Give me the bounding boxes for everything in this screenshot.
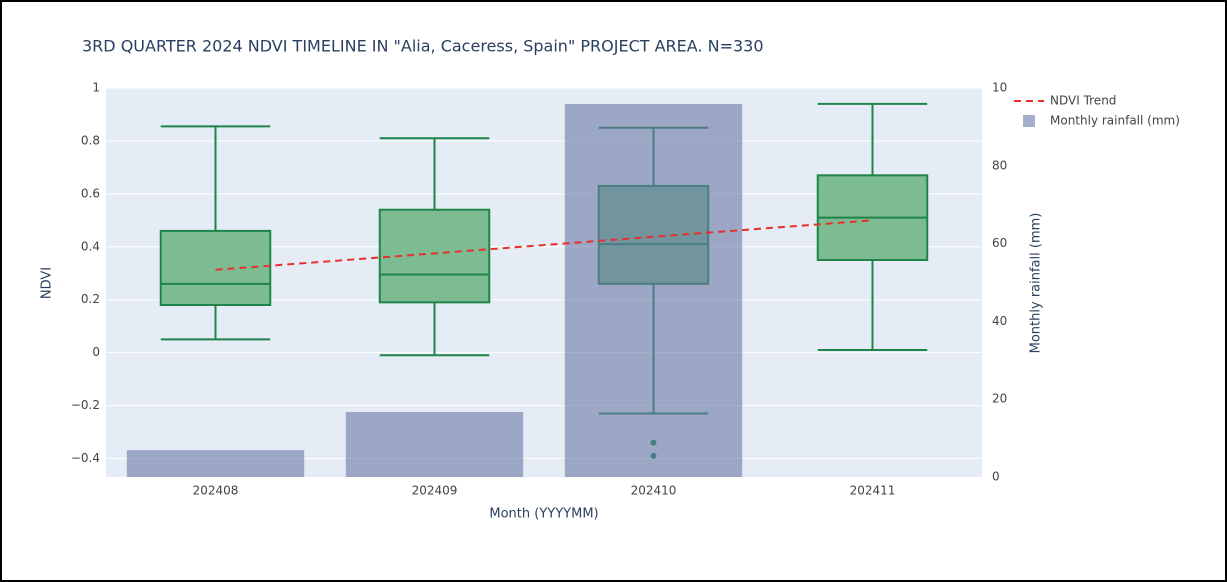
y2-tick-label: 20 xyxy=(992,392,1007,406)
chart-title: 3RD QUARTER 2024 NDVI TIMELINE IN "Alia,… xyxy=(82,37,764,56)
legend-swatch xyxy=(1023,115,1035,127)
y2-axis-label: Monthly rainfall (mm) xyxy=(1029,213,1044,354)
y2-tick-label: 0 xyxy=(992,470,1000,484)
bar xyxy=(564,103,743,477)
y2-tick-label: 40 xyxy=(992,314,1007,328)
y-tick-label: 0.4 xyxy=(81,239,100,253)
bar xyxy=(345,412,524,477)
y-tick-label: −0.4 xyxy=(71,451,100,465)
y2-tick-label: 80 xyxy=(992,158,1007,172)
box xyxy=(159,229,272,306)
y-tick-label: −0.2 xyxy=(71,398,100,412)
legend-label: NDVI Trend xyxy=(1050,94,1116,108)
y-tick-label: 0.8 xyxy=(81,133,100,147)
y2-tick-label: 60 xyxy=(992,236,1007,250)
y-tick-label: 0 xyxy=(92,345,100,359)
y2-tick-label: 10 xyxy=(992,81,1007,95)
y-axis-label: NDVI xyxy=(40,267,55,299)
x-axis-label: Month (YYYYMM) xyxy=(489,507,598,522)
y-tick-label: 1 xyxy=(92,81,100,95)
x-tick-label: 202409 xyxy=(412,484,458,498)
bar xyxy=(126,450,305,477)
legend-label: Monthly rainfall (mm) xyxy=(1050,114,1180,128)
y-tick-label: 0.2 xyxy=(81,292,100,306)
x-tick-label: 202410 xyxy=(631,484,677,498)
trend-line xyxy=(215,219,873,271)
x-tick-label: 202408 xyxy=(193,484,239,498)
y-tick-label: 0.6 xyxy=(81,186,100,200)
x-tick-label: 202411 xyxy=(850,484,896,498)
